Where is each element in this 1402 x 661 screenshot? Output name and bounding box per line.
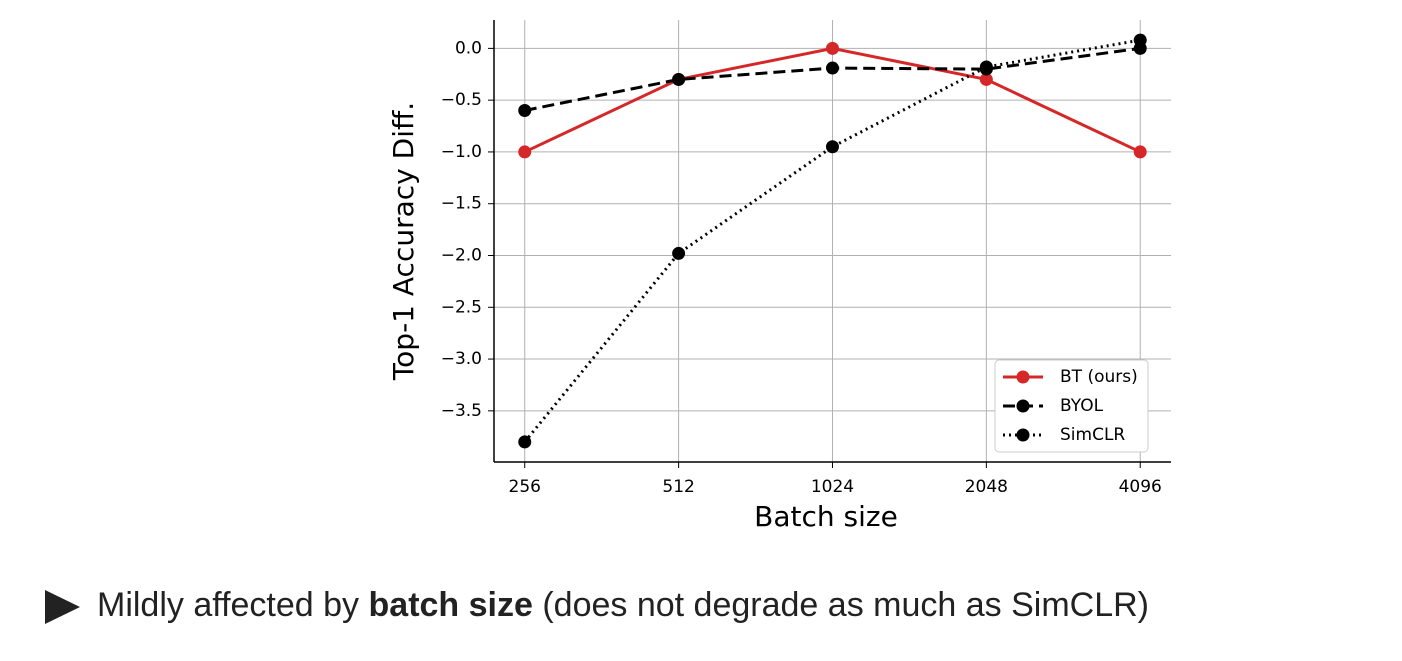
y-axis-label: Top-1 Accuracy Diff.	[387, 102, 420, 381]
series-line	[523, 38, 1141, 443]
point	[518, 435, 532, 449]
y-tick-label: 0.0	[455, 38, 482, 58]
x-axis-label: Batch size	[754, 500, 898, 533]
legend-label: BT (ours)	[1060, 367, 1138, 387]
point	[672, 72, 686, 86]
y-tick-label: −1.0	[441, 142, 482, 162]
point	[672, 246, 686, 260]
bullet-before: Mildly affected by	[97, 586, 369, 624]
y-tick-label: −3.5	[441, 401, 482, 421]
legend-box	[994, 359, 1149, 453]
x-tick-label: 1024	[811, 477, 854, 497]
y-tick-label: −2.0	[441, 245, 482, 265]
x-tick-label: 256	[509, 477, 541, 497]
bullet-after: (does not degrade as much as SimCLR)	[533, 586, 1149, 624]
y-tick-label: −3.0	[441, 349, 482, 369]
point	[979, 72, 993, 86]
y-tick-label: −0.5	[441, 90, 482, 110]
y-tick-label: −1.5	[441, 194, 482, 214]
x-tick-label: 2048	[965, 477, 1008, 497]
point	[825, 61, 839, 75]
point	[518, 145, 532, 159]
legend-marker	[1016, 399, 1030, 413]
legend-marker	[1016, 370, 1030, 384]
bullet-text: Mildly affected by batch size (does not …	[97, 586, 1149, 624]
point	[825, 140, 839, 154]
legend-marker	[1016, 428, 1030, 442]
bullet-bold: batch size	[369, 586, 533, 624]
point	[825, 41, 839, 55]
point	[518, 104, 532, 118]
legend-label: BYOL	[1060, 396, 1104, 416]
x-tick-label: 512	[662, 477, 694, 497]
legend: BT (ours) BYOL SimCLR	[994, 359, 1149, 453]
x-tick-label: 4096	[1119, 477, 1162, 497]
point	[1133, 33, 1147, 47]
bullet-marker	[45, 590, 80, 624]
y-tick-label: −2.5	[441, 297, 482, 317]
point	[979, 60, 993, 74]
point	[1133, 145, 1147, 159]
legend-label: SimCLR	[1060, 425, 1125, 445]
